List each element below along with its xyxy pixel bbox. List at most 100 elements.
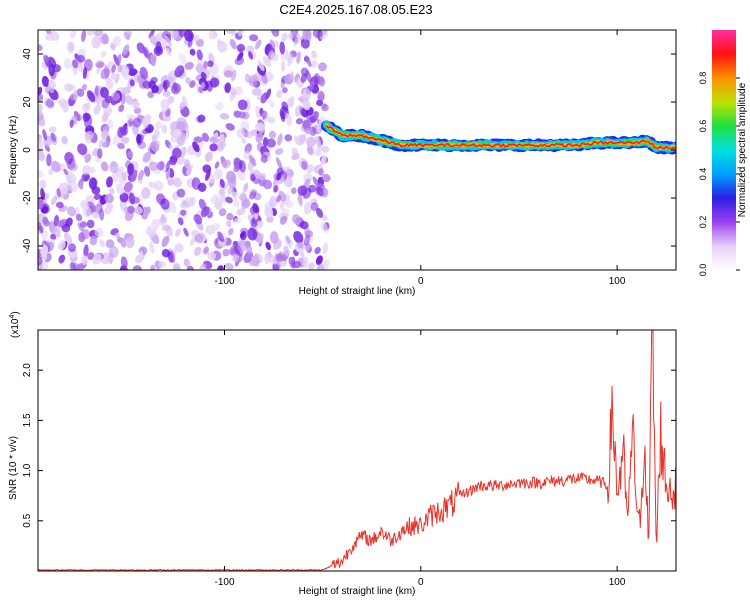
noise-speck — [155, 120, 163, 130]
noise-speck — [321, 188, 329, 198]
snr-y-ticks: 0.5 1.0 1.5 2.0 — [22, 363, 676, 528]
noise-speck — [243, 251, 254, 263]
noise-speck — [237, 99, 248, 111]
noise-speck — [174, 243, 184, 253]
noise-speck — [198, 86, 204, 94]
noise-speck — [170, 83, 181, 95]
noise-speck — [207, 60, 214, 68]
noise-speck — [193, 214, 203, 225]
noise-speck — [104, 95, 113, 104]
noise-speck — [185, 76, 191, 85]
noise-speck — [38, 198, 45, 210]
noise-speck — [128, 68, 138, 77]
noise-speck — [175, 228, 181, 237]
noise-speck — [154, 259, 163, 269]
noise-speck — [219, 178, 225, 189]
spectrogram-x-label: Height of straight line (km) — [299, 286, 416, 297]
noise-speck — [302, 100, 311, 111]
noise-speck — [231, 253, 240, 263]
noise-speck — [161, 224, 171, 232]
noise-speck — [264, 206, 274, 218]
noise-speck — [81, 173, 91, 182]
noise-speck — [88, 166, 96, 174]
noise-speck — [78, 232, 86, 243]
noise-speck — [322, 215, 328, 222]
noise-speck — [154, 180, 164, 191]
spectrogram-x-tick-label: 0 — [418, 276, 424, 287]
noise-speck — [81, 84, 88, 91]
noise-speck — [292, 214, 301, 225]
noise-speck — [217, 265, 224, 270]
noise-speck — [158, 32, 164, 42]
noise-speck — [65, 234, 72, 242]
noise-speck — [76, 262, 84, 270]
noise-speck — [229, 38, 237, 50]
noise-speck — [161, 39, 168, 50]
noise-speck — [178, 53, 187, 65]
noise-speck — [64, 83, 73, 92]
colorbar-tick-label: 0.8 — [698, 72, 708, 85]
noise-speck — [162, 79, 170, 90]
noise-speck — [295, 118, 303, 125]
noise-speck — [194, 246, 202, 257]
noise-speck — [148, 30, 155, 39]
colorbar: 0.0 0.2 0.4 0.6 0.8 Normalized spectral ampl… — [698, 30, 748, 276]
noise-speck — [38, 86, 43, 96]
noise-speck — [119, 127, 127, 136]
noise-speck — [58, 254, 66, 264]
noise-speck — [285, 201, 294, 208]
noise-speck — [285, 113, 293, 126]
noise-speck — [260, 92, 269, 104]
noise-speck — [172, 128, 182, 138]
noise-speck — [272, 263, 280, 270]
noise-speck — [162, 90, 171, 98]
noise-speck — [207, 251, 216, 260]
noise-speck — [307, 145, 314, 156]
noise-speck — [279, 216, 288, 225]
noise-speck — [183, 258, 190, 267]
spectrogram-y-tick-label: 40 — [22, 48, 33, 60]
noise-speck — [89, 235, 98, 246]
noise-speck — [308, 184, 317, 193]
noise-speck — [183, 227, 189, 237]
noise-speck — [311, 50, 317, 59]
noise-speck — [102, 126, 109, 133]
noise-speck — [136, 133, 142, 144]
noise-speck — [243, 182, 249, 193]
noise-speck — [289, 70, 294, 81]
noise-speck — [244, 143, 252, 154]
noise-speck — [101, 140, 110, 148]
noise-speck — [212, 31, 218, 38]
noise-speck — [178, 30, 186, 38]
noise-speck — [192, 141, 200, 153]
noise-speck — [268, 116, 276, 124]
snr-scale-close: ) — [10, 311, 21, 314]
noise-speck — [127, 150, 134, 159]
noise-speck — [104, 203, 114, 215]
noise-speck — [255, 122, 265, 132]
noise-speck — [176, 157, 186, 165]
noise-speck — [215, 102, 224, 111]
noise-speck — [249, 34, 259, 42]
snr-scale-factor: (x104) — [9, 311, 21, 338]
noise-speck — [314, 246, 321, 255]
noise-speck — [96, 95, 104, 105]
noise-speck — [82, 66, 88, 79]
noise-speck — [56, 220, 66, 227]
noise-speck — [169, 30, 179, 39]
noise-speck — [76, 88, 85, 97]
noise-region — [38, 30, 331, 270]
noise-speck — [218, 134, 225, 144]
noise-speck — [42, 216, 49, 224]
noise-speck — [316, 99, 324, 107]
noise-speck — [260, 154, 268, 163]
noise-speck — [144, 166, 151, 177]
noise-speck — [222, 248, 230, 257]
noise-speck — [269, 196, 277, 208]
svg-text:(x104): (x104) — [9, 311, 21, 338]
noise-speck — [132, 117, 142, 128]
noise-speck — [315, 207, 324, 218]
noise-speck — [218, 141, 226, 149]
noise-speck — [318, 76, 326, 87]
noise-speck — [281, 61, 286, 72]
